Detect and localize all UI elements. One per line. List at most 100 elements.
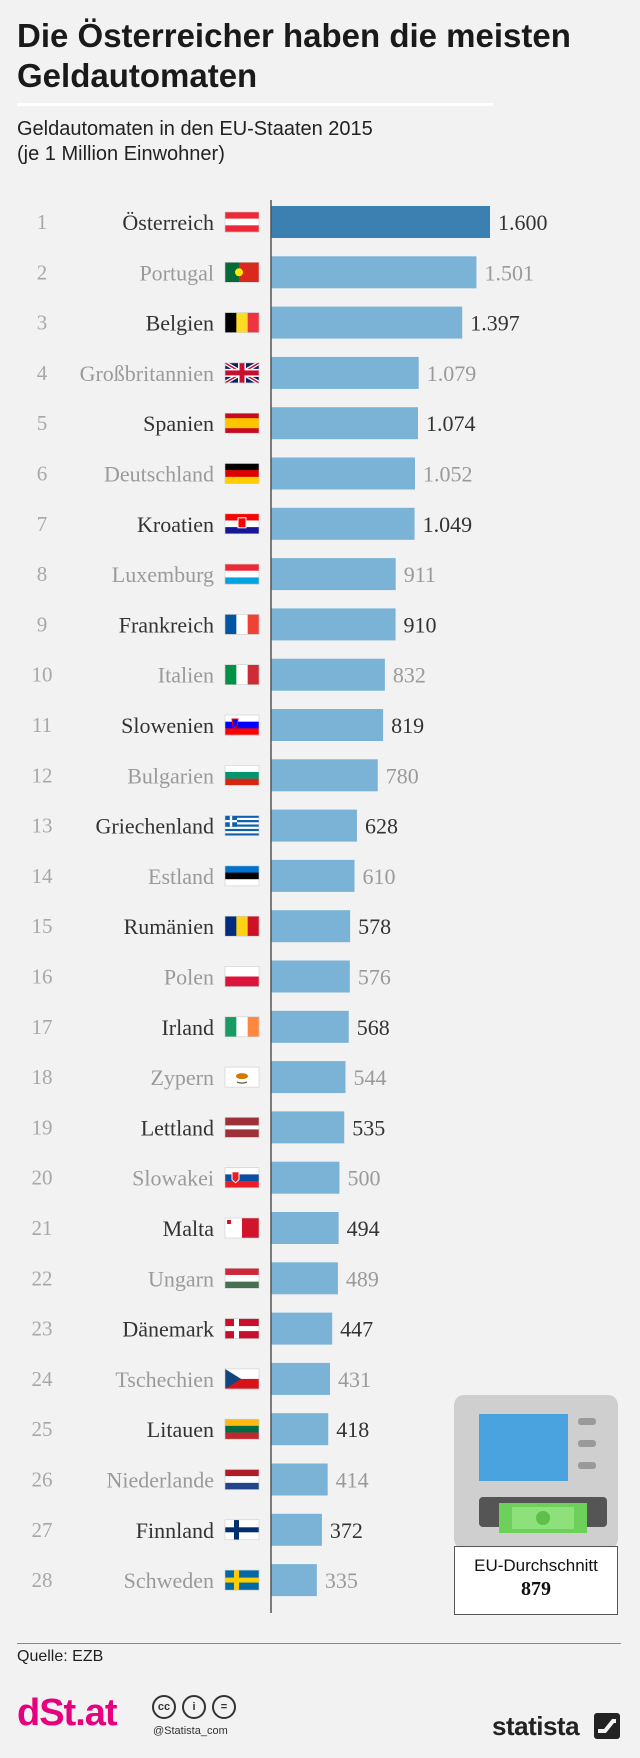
flag-se-icon [224, 1569, 260, 1591]
flag-bg-icon [224, 764, 260, 786]
title-divider [17, 103, 493, 106]
rank-label: 26 [32, 1468, 53, 1492]
flag-sk-icon [224, 1167, 260, 1188]
rank-label: 13 [32, 814, 53, 838]
chart-row: 1 Österreich 1.600 [37, 206, 548, 238]
value-label: 1.052 [423, 462, 473, 487]
flag-mt-icon [224, 1217, 260, 1239]
flag-gb-icon [223, 361, 261, 385]
rank-label: 20 [32, 1166, 53, 1190]
rank-label: 1 [37, 210, 48, 234]
bar [271, 1262, 338, 1295]
chart-row: 12 Bulgarien 780 [32, 759, 419, 792]
value-label: 1.600 [498, 210, 548, 235]
bar [271, 256, 477, 289]
bar [271, 1413, 329, 1446]
bar [271, 809, 357, 842]
flag-ee-icon [224, 865, 260, 887]
rank-label: 24 [32, 1367, 54, 1391]
chart-row: 25 Litauen 418 [32, 1413, 369, 1446]
bar [271, 1212, 339, 1244]
chart-row: 3 Belgien 1.397 [37, 306, 520, 339]
value-label: 1.501 [484, 260, 533, 285]
dst-logo[interactable]: dSt.at [17, 1692, 118, 1734]
value-label: 544 [353, 1065, 386, 1090]
flag-ie-icon [224, 1016, 260, 1038]
chart-row: 10 Italien 832 [32, 658, 426, 691]
value-label: 372 [330, 1518, 363, 1543]
bar [271, 1312, 333, 1345]
chart-row: 6 Deutschland 1.052 [37, 457, 473, 490]
chart-rows: 1 Österreich 1.600 2 Portugal 1.501 3 Belgien 1.… [32, 206, 548, 1597]
category-label: Ungarn [148, 1266, 214, 1291]
flag-it-icon [224, 664, 260, 686]
flag-dk-icon [224, 1318, 260, 1339]
flag-fr-icon [224, 614, 260, 635]
category-label: Lettland [141, 1115, 214, 1140]
category-label: Großbritannien [80, 361, 214, 386]
bar [271, 759, 378, 792]
category-label: Deutschland [104, 462, 214, 487]
bar [271, 1564, 317, 1597]
category-label: Spanien [143, 411, 214, 436]
value-label: 1.397 [470, 311, 519, 336]
category-label: Irland [161, 1015, 214, 1040]
category-label: Estland [148, 864, 214, 889]
value-label: 610 [362, 864, 395, 889]
category-label: Litauen [147, 1417, 214, 1442]
chart-row: 7 Kroatien 1.049 [37, 507, 473, 540]
chart-row: 23 Dänemark 447 [32, 1312, 373, 1345]
bar [271, 910, 351, 943]
value-label: 1.049 [423, 512, 473, 537]
bar [271, 859, 355, 892]
statista-logo-icon [594, 1713, 620, 1739]
category-label: Slowenien [121, 713, 214, 738]
footer-divider [17, 1643, 621, 1644]
chart-row: 15 Rumänien 578 [32, 910, 391, 943]
rank-label: 14 [32, 864, 54, 888]
flag-ro-icon [224, 915, 260, 937]
chart-row: 28 Schweden 335 [32, 1564, 358, 1597]
bar [271, 306, 463, 339]
bar [271, 1111, 345, 1144]
eu-average-label: EU-Durchschnitt [474, 1556, 598, 1575]
category-label: Griechenland [96, 814, 215, 839]
flag-cz-icon [224, 1368, 260, 1390]
value-label: 911 [404, 562, 436, 587]
rank-label: 16 [32, 965, 53, 989]
rank-label: 22 [32, 1266, 53, 1290]
bar-chart: 1 Österreich 1.600 2 Portugal 1.501 3 Belgien 1.… [32, 200, 618, 1613]
chart-row: 8 Luxemburg 911 [37, 558, 436, 591]
value-label: 1.074 [426, 411, 476, 436]
statista-logo-text[interactable]: statista [492, 1711, 580, 1741]
bar [271, 1513, 322, 1546]
flag-si-icon [224, 714, 260, 736]
rank-label: 9 [37, 612, 48, 636]
bar [271, 457, 415, 490]
bar [271, 407, 419, 440]
chart-row: 5 Spanien 1.074 [37, 407, 476, 440]
bar [271, 1061, 346, 1094]
rank-label: 5 [37, 411, 48, 435]
chart-subtitle: Geldautomaten in den EU-Staaten 2015 (je… [17, 117, 373, 167]
flag-es-icon [224, 412, 260, 434]
value-label: 414 [336, 1468, 369, 1493]
category-label: Frankreich [119, 612, 214, 637]
rank-label: 15 [32, 914, 53, 938]
chart-title: Die Österreicher haben die meisten Gelda… [17, 17, 571, 94]
bar [271, 206, 490, 238]
category-label: Bulgarien [127, 763, 214, 788]
category-label: Luxemburg [112, 562, 214, 587]
bar [271, 709, 384, 741]
chart-row: 21 Malta 494 [32, 1212, 380, 1244]
value-label: 418 [336, 1417, 369, 1442]
chart-row: 17 Irland 568 [32, 1010, 390, 1043]
bar [271, 658, 385, 691]
rank-label: 18 [32, 1065, 53, 1089]
category-label: Dänemark [122, 1317, 214, 1342]
rank-label: 10 [32, 663, 53, 687]
value-label: 335 [325, 1568, 358, 1593]
chart-row: 24 Tschechien 431 [32, 1362, 371, 1395]
rank-label: 27 [32, 1518, 53, 1542]
chart-row: 19 Lettland 535 [32, 1111, 385, 1144]
